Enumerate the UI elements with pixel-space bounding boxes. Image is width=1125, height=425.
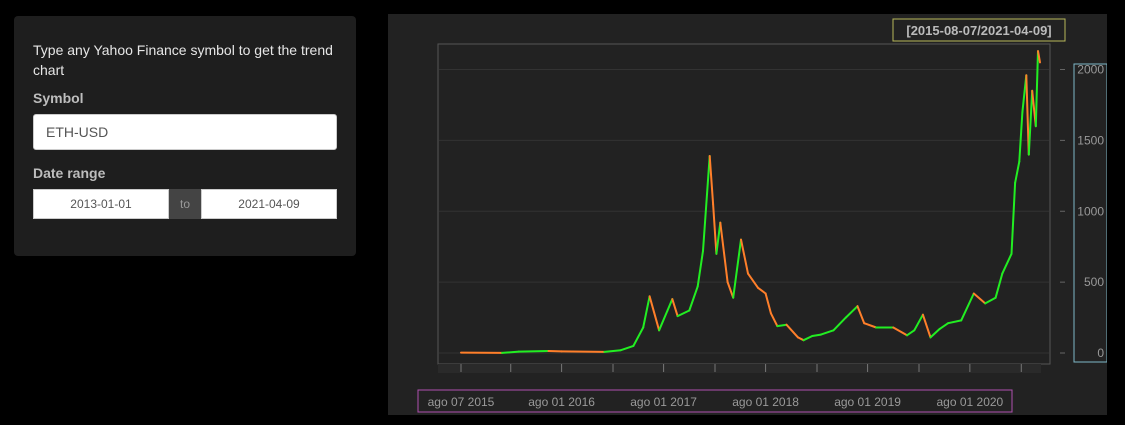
- symbol-input[interactable]: [33, 114, 337, 150]
- series-segment: [1001, 252, 1013, 275]
- date-range: to: [33, 189, 337, 219]
- series-segment: [642, 295, 651, 329]
- series-segment: [560, 350, 606, 353]
- symbol-label: Symbol: [33, 90, 84, 106]
- series-segment: [676, 309, 691, 318]
- series-segment: [696, 249, 704, 288]
- plot-frame: [437, 43, 1051, 365]
- y-axis: 0 500 1000 1500 2000: [1060, 63, 1104, 360]
- series-segment: [1034, 50, 1039, 128]
- series-segment: [776, 323, 788, 328]
- series-segment: [913, 313, 924, 332]
- series-segment: [708, 155, 715, 206]
- series-segment: [726, 281, 735, 299]
- series-segment: [658, 309, 669, 332]
- series-segment: [501, 350, 520, 354]
- series-segment: [517, 350, 550, 353]
- y-tick-label: 500: [1084, 275, 1104, 289]
- series-segment: [666, 298, 674, 312]
- series-segment: [1018, 111, 1024, 163]
- series-segment: [811, 333, 822, 337]
- series-segment: [712, 203, 718, 255]
- series-segment: [947, 319, 963, 325]
- grid-lines: [439, 69, 1049, 354]
- series-segment: [785, 323, 799, 339]
- series-segment: [764, 292, 772, 315]
- intro-text: Type any Yahoo Finance symbol to get the…: [33, 42, 333, 78]
- range-label: [2015-08-07/2021-04-09]: [906, 23, 1051, 38]
- y-tick-label: 1500: [1077, 133, 1104, 147]
- series-segment: [715, 221, 722, 255]
- series-segment: [984, 296, 997, 305]
- trend-chart: [2015-08-07/2021-04-09] 0 500 1000 1500 2000…: [417, 18, 1108, 413]
- series-segment: [688, 285, 699, 312]
- series-segment: [769, 312, 779, 328]
- series-segment: [921, 313, 932, 339]
- series-segment: [929, 327, 941, 339]
- y-tick-label: 2000: [1077, 63, 1104, 77]
- series-segment: [632, 326, 645, 347]
- series-segment: [603, 349, 622, 353]
- x-axis-labels: ago 07 2015 ago 01 2016 ago 01 2017 ago 01 …: [428, 395, 1004, 409]
- date-range-label: Date range: [33, 165, 106, 181]
- series-segment: [719, 221, 729, 284]
- series-segment: [972, 292, 987, 305]
- series-segment: [1014, 160, 1021, 184]
- series-segment: [892, 326, 908, 337]
- series-segment: [1010, 181, 1017, 255]
- x-tick-label: ago 01 2019: [834, 395, 901, 409]
- date-end-input[interactable]: [201, 189, 337, 219]
- price-series: [460, 50, 1041, 354]
- series-segment: [802, 335, 814, 342]
- series-segment: [819, 329, 835, 336]
- range-label-box: [892, 18, 1066, 42]
- y-tick-label: 0: [1097, 346, 1104, 360]
- x-tick-label: ago 01 2016: [528, 395, 595, 409]
- x-tick-label: ago 01 2020: [936, 395, 1003, 409]
- series-segment: [740, 238, 749, 275]
- y-tick-label: 1000: [1077, 204, 1104, 218]
- x-axis-ticks: [460, 364, 1022, 372]
- x-tick-label: ago 01 2017: [630, 395, 697, 409]
- series-segment: [797, 336, 805, 342]
- controls-panel: Type any Yahoo Finance symbol to get the…: [14, 16, 356, 256]
- series-segment: [1025, 74, 1030, 156]
- date-range-separator: to: [169, 189, 201, 219]
- series-segment: [702, 155, 711, 252]
- series-segment: [671, 298, 679, 318]
- series-segment: [648, 295, 661, 332]
- x-axis-box: [417, 389, 1013, 413]
- series-segment: [747, 272, 759, 289]
- series-segment: [832, 316, 847, 332]
- series-segment: [863, 322, 878, 329]
- series-segment: [844, 305, 859, 319]
- date-start-input[interactable]: [33, 189, 169, 219]
- series-segment: [938, 322, 950, 330]
- x-tick-label: ago 07 2015: [428, 395, 495, 409]
- series-segment: [757, 286, 767, 295]
- series-segment: [856, 305, 866, 325]
- series-segment: [1027, 89, 1034, 156]
- chart-container: [2015-08-07/2021-04-09] 0 500 1000 1500 2000…: [388, 14, 1108, 415]
- x-axis-strip: [438, 364, 1041, 373]
- series-segment: [960, 292, 975, 322]
- x-tick-label: ago 01 2018: [732, 395, 799, 409]
- series-segment: [994, 272, 1004, 299]
- series-segment: [1037, 50, 1041, 64]
- series-segment: [732, 238, 742, 299]
- series-segment: [619, 344, 635, 352]
- series-segment: [906, 329, 916, 337]
